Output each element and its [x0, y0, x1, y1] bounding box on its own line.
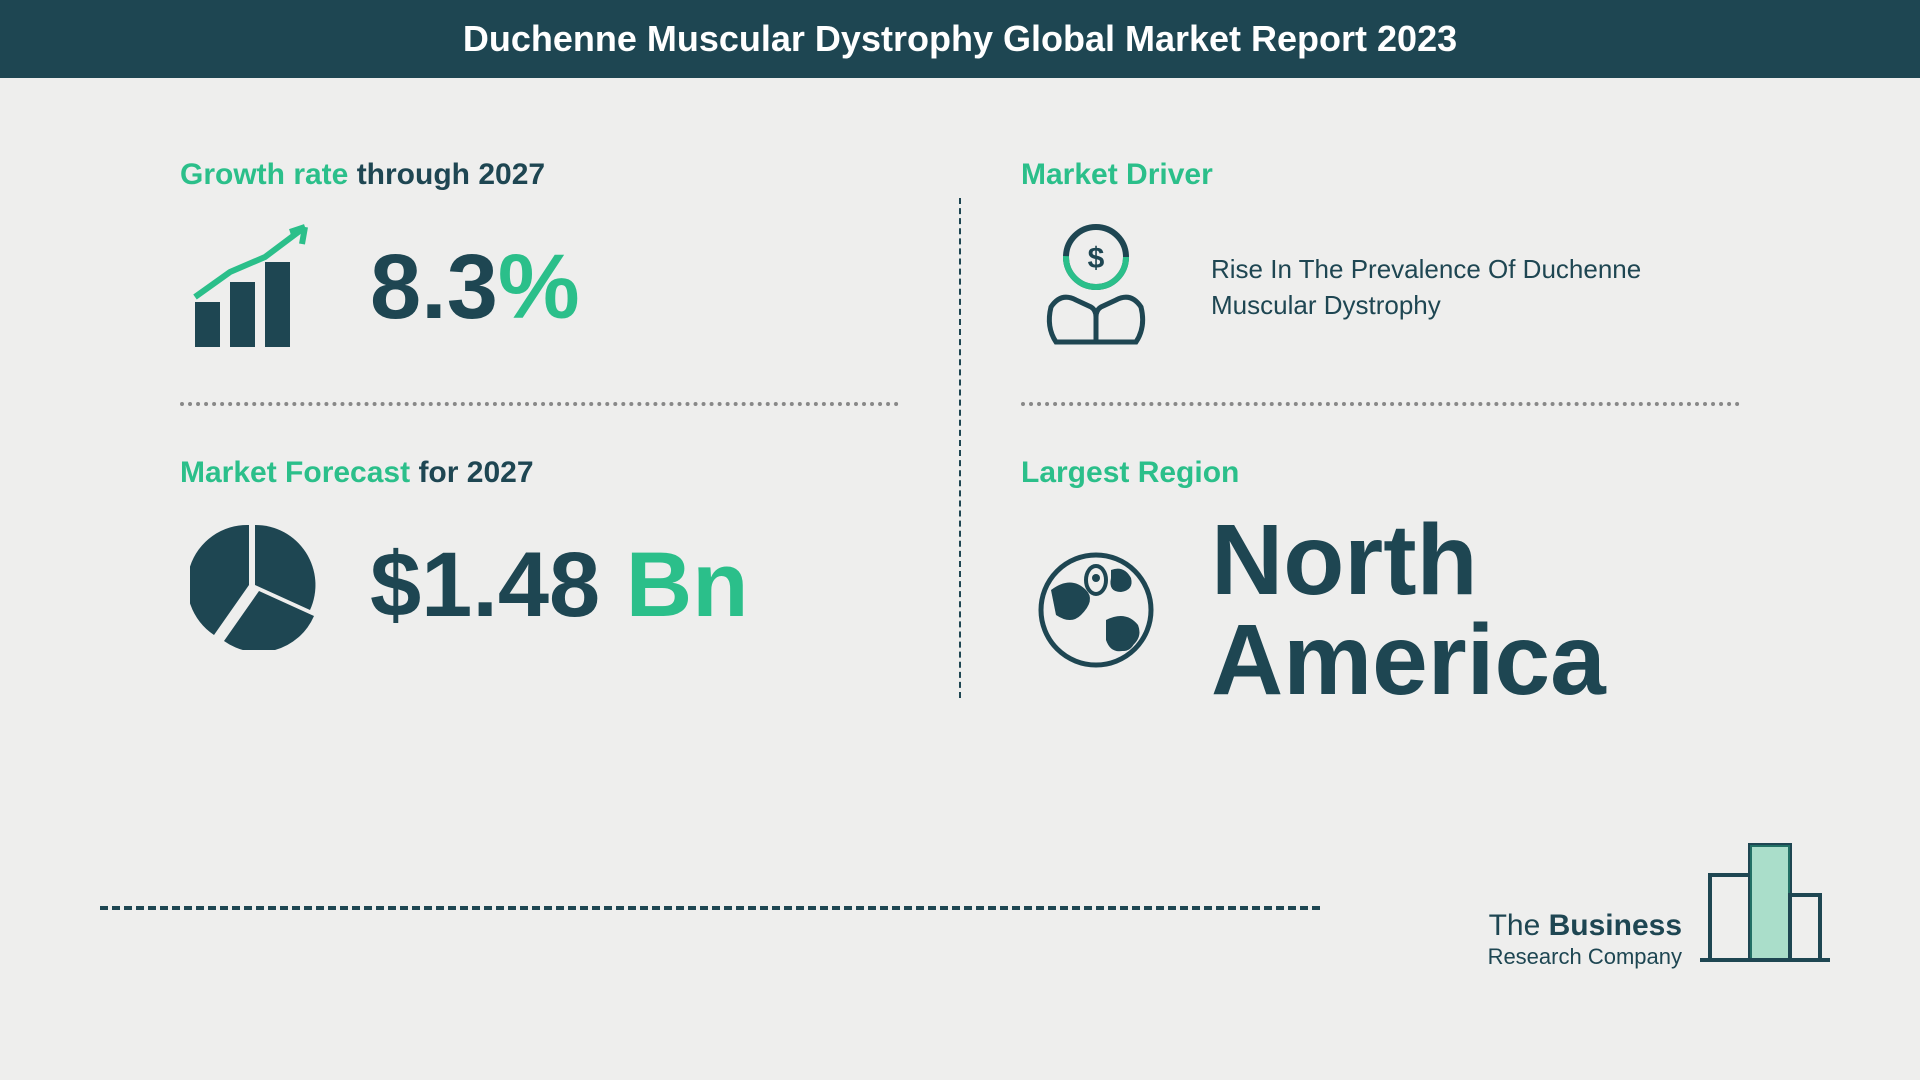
region-line1: North	[1211, 510, 1606, 610]
growth-block: Growth rate through 2027 8.3%	[180, 158, 899, 362]
driver-block: Market Driver $ Rise In The Prevalence O…	[1021, 158, 1740, 362]
growth-row: 8.3%	[180, 212, 899, 362]
header-title: Duchenne Muscular Dystrophy Global Marke…	[463, 18, 1457, 59]
forecast-row: $1.48 Bn	[180, 510, 899, 660]
driver-row: $ Rise In The Prevalence Of Duchenne Mus…	[1021, 212, 1740, 362]
driver-title: Market Driver	[1021, 158, 1740, 192]
forecast-title-pre: Market Forecast	[180, 456, 410, 489]
region-line2: America	[1211, 610, 1606, 710]
logo-line2: Research Company	[1488, 944, 1682, 970]
forecast-block: Market Forecast for 2027 $1.48 Bn	[180, 456, 899, 660]
region-value: North America	[1211, 510, 1606, 710]
main-content: Growth rate through 2027 8.3%	[0, 78, 1920, 790]
logo-line1-bold: Business	[1549, 909, 1682, 942]
growth-title-post: through 2027	[348, 158, 545, 191]
bottom-dashed-line	[100, 906, 1320, 910]
header-bar: Duchenne Muscular Dystrophy Global Marke…	[0, 0, 1920, 78]
globe-icon	[1021, 535, 1171, 685]
left-column: Growth rate through 2027 8.3%	[120, 158, 959, 750]
forecast-unit: Bn	[600, 534, 748, 636]
growth-title-pre: Growth rate	[180, 158, 348, 191]
growth-title: Growth rate through 2027	[180, 158, 899, 192]
logo-line1: The Business	[1488, 908, 1682, 944]
driver-text: Rise In The Prevalence Of Duchenne Muscu…	[1211, 251, 1740, 324]
region-row: North America	[1021, 510, 1740, 710]
growth-unit: %	[498, 236, 580, 338]
region-block: Largest Region North	[1021, 456, 1740, 710]
hands-money-icon: $	[1021, 212, 1171, 362]
forecast-title: Market Forecast for 2027	[180, 456, 899, 490]
growth-value: 8.3%	[370, 241, 580, 333]
growth-chart-icon	[180, 212, 330, 362]
growth-number: 8.3	[370, 236, 498, 338]
left-divider	[180, 402, 899, 406]
pie-chart-icon	[180, 510, 330, 660]
right-column: Market Driver $ Rise In The Prevalence O…	[961, 158, 1800, 750]
logo-line1-pre: The	[1489, 909, 1549, 942]
company-logo: The Business Research Company	[1488, 825, 1830, 970]
forecast-number: $1.48	[370, 534, 600, 636]
forecast-value: $1.48 Bn	[370, 539, 748, 631]
forecast-title-post: for 2027	[410, 456, 533, 489]
logo-buildings-icon	[1700, 825, 1830, 970]
svg-text:$: $	[1088, 242, 1105, 275]
right-divider	[1021, 402, 1740, 406]
region-title: Largest Region	[1021, 456, 1740, 490]
logo-text: The Business Research Company	[1488, 908, 1682, 970]
